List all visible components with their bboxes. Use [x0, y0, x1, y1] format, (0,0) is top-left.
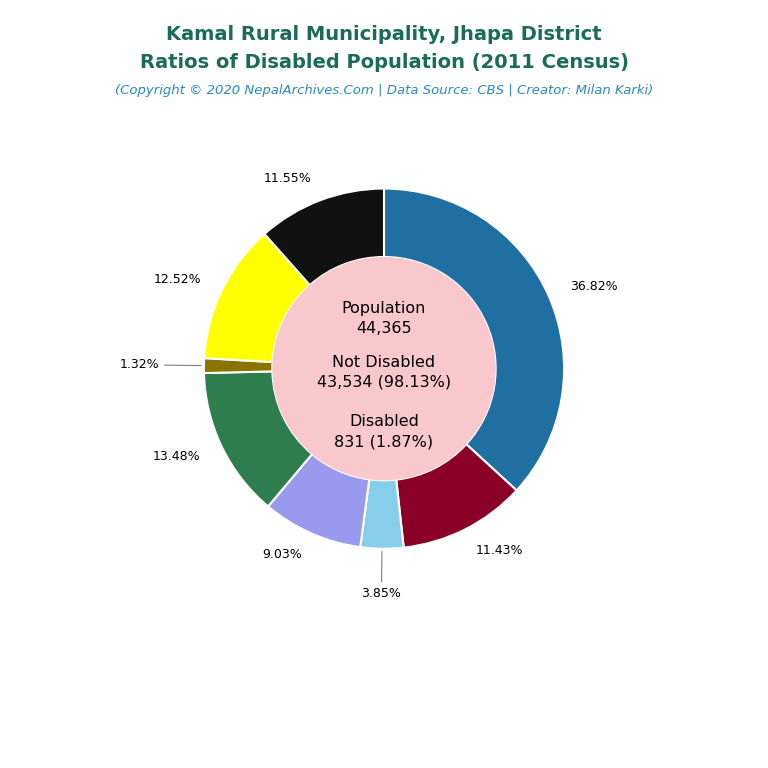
Wedge shape — [396, 444, 517, 548]
Text: Not Disabled
43,534 (98.13%): Not Disabled 43,534 (98.13%) — [317, 355, 451, 389]
Text: Ratios of Disabled Population (2011 Census): Ratios of Disabled Population (2011 Cens… — [140, 54, 628, 72]
Text: Disabled
831 (1.87%): Disabled 831 (1.87%) — [334, 414, 434, 449]
Wedge shape — [268, 454, 369, 547]
Text: 1.32%: 1.32% — [119, 359, 201, 371]
Text: 3.85%: 3.85% — [362, 551, 402, 601]
Text: 36.82%: 36.82% — [571, 280, 618, 293]
Text: 13.48%: 13.48% — [153, 450, 200, 463]
Wedge shape — [360, 479, 404, 548]
Text: Population
44,365: Population 44,365 — [342, 301, 426, 336]
Text: 12.52%: 12.52% — [154, 273, 201, 286]
Wedge shape — [264, 189, 384, 285]
Text: 11.55%: 11.55% — [264, 172, 312, 185]
Text: 9.03%: 9.03% — [262, 548, 302, 561]
Text: (Copyright © 2020 NepalArchives.Com | Data Source: CBS | Creator: Milan Karki): (Copyright © 2020 NepalArchives.Com | Da… — [115, 84, 653, 97]
Wedge shape — [204, 234, 310, 362]
Wedge shape — [204, 372, 312, 506]
Wedge shape — [384, 189, 564, 491]
Text: 11.43%: 11.43% — [476, 544, 524, 557]
Wedge shape — [204, 358, 273, 373]
Circle shape — [273, 257, 495, 480]
Text: Kamal Rural Municipality, Jhapa District: Kamal Rural Municipality, Jhapa District — [166, 25, 602, 44]
